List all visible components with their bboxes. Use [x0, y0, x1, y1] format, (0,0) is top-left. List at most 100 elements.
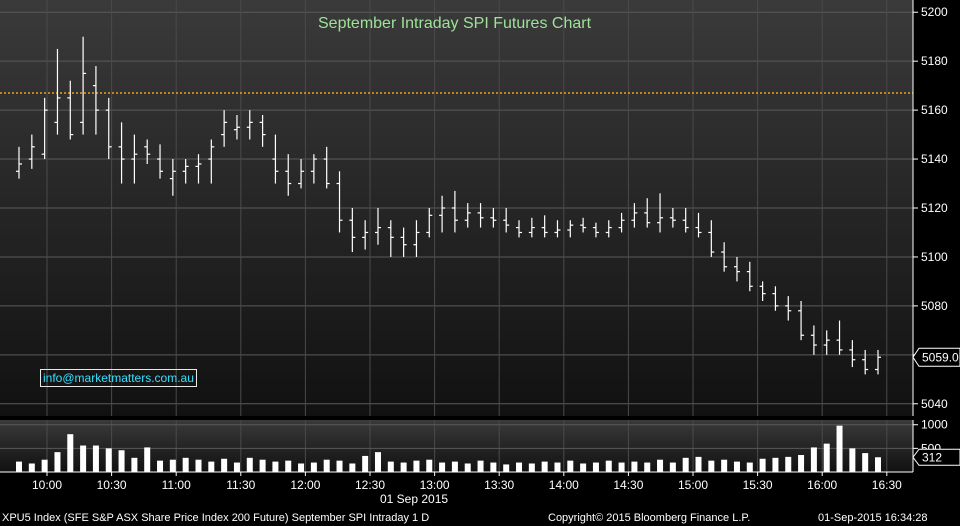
volume-bar	[400, 462, 407, 472]
volume-bar	[695, 456, 702, 472]
ohlc-bar	[336, 171, 343, 233]
time-tick-label: 14:30	[613, 478, 643, 492]
price-tick-label: 5100	[921, 250, 948, 264]
ohlc-bar	[657, 193, 664, 233]
ohlc-bar	[157, 144, 164, 179]
ohlc-bar	[349, 208, 356, 253]
ohlc-bar	[67, 80, 74, 140]
volume-bar	[67, 434, 74, 472]
footer-security-description: XPU5 Index (SFE S&P ASX Share Price Inde…	[2, 512, 430, 524]
time-tick-label: 15:00	[678, 478, 708, 492]
ohlc-bar	[798, 300, 805, 341]
price-tick-label: 5120	[921, 201, 948, 215]
ohlc-bar	[567, 220, 574, 238]
ohlc-bar	[233, 115, 240, 140]
volume-bar	[823, 443, 830, 472]
volume-bar	[836, 425, 843, 472]
ohlc-bar	[323, 146, 330, 189]
volume-bar	[862, 453, 869, 472]
volume-bar	[246, 457, 253, 472]
volume-bar	[144, 447, 151, 472]
last-volume-label: 312	[922, 450, 942, 464]
volume-bar	[618, 462, 625, 472]
ohlc-bar	[746, 261, 753, 292]
time-axis: 10:00 10:30 11:00 11:30 12:00 12:30 13:00 13:30…	[0, 471, 913, 492]
volume-bar	[708, 460, 715, 472]
ohlc-bar	[592, 222, 599, 238]
volume-bar	[490, 462, 497, 472]
volume-bar	[721, 459, 728, 472]
ohlc-bar	[16, 146, 22, 179]
ohlc-bar	[875, 349, 881, 375]
volume-bar	[759, 458, 766, 472]
ohlc-bar	[451, 190, 458, 233]
volume-bars	[16, 425, 881, 472]
volume-bar	[772, 457, 779, 472]
volume-bar	[528, 463, 535, 472]
volume-bar	[464, 463, 471, 472]
ohlc-bar	[733, 256, 740, 282]
time-tick-label: 13:00	[420, 478, 450, 492]
ohlc-bar	[208, 139, 215, 184]
time-tick-label: 11:00	[162, 478, 191, 492]
ohlc-bar	[426, 208, 433, 238]
ohlc-bar	[54, 48, 61, 135]
volume-bar	[387, 461, 394, 472]
ohlc-bar	[503, 208, 510, 233]
ohlc-bar	[477, 203, 484, 228]
ohlc-bar	[118, 122, 125, 184]
ohlc-bar	[516, 220, 523, 238]
ohlc-bar	[387, 220, 394, 257]
ohlc-bar	[618, 212, 625, 233]
volume-bar	[272, 461, 279, 472]
volume-bar	[426, 459, 433, 472]
footer-timestamp: 01-Sep-2015 16:34:28	[818, 512, 928, 524]
last-volume-box	[912, 448, 960, 466]
ohlc-bar	[862, 349, 869, 375]
ohlc-bar	[92, 66, 99, 135]
ohlc-bar	[169, 159, 176, 196]
price-tick-label: 5040	[921, 397, 948, 411]
ohlc-bar	[528, 217, 535, 238]
price-tick-label: 5160	[921, 103, 948, 117]
volume-bar	[349, 463, 356, 472]
volume-bar	[208, 461, 215, 472]
price-tick-label: 5080	[921, 299, 948, 313]
volume-bar	[733, 461, 740, 472]
ohlc-bar	[682, 208, 689, 233]
volume-bar	[605, 460, 612, 472]
ohlc-bar	[221, 110, 228, 147]
volume-bar	[785, 456, 792, 472]
ohlc-bar	[285, 154, 292, 196]
contact-email[interactable]: info@marketmatters.com.au	[40, 369, 197, 387]
ohlc-bar	[644, 198, 651, 228]
volume-bar	[195, 459, 202, 472]
volume-bar	[567, 460, 574, 472]
volume-bar	[105, 448, 112, 472]
last-price-box	[912, 347, 960, 367]
ohlc-bar	[131, 134, 138, 184]
volume-bar	[157, 460, 164, 472]
volume-bar	[336, 460, 343, 472]
time-tick-label: 10:30	[97, 478, 127, 492]
ohlc-bar	[182, 159, 189, 184]
volume-bar	[644, 462, 651, 472]
ohlc-bar	[439, 195, 446, 233]
price-grid	[0, 0, 913, 416]
ohlc-bar	[810, 325, 817, 355]
ohlc-bar	[80, 36, 87, 135]
ohlc-bar	[195, 154, 202, 184]
ohlc-bar	[310, 154, 317, 184]
volume-bar	[298, 463, 305, 472]
volume-tick-label: 1000	[921, 418, 948, 432]
ohlc-bar	[759, 281, 766, 301]
volume-bar	[669, 462, 676, 472]
volume-bar	[503, 464, 510, 472]
volume-bar	[580, 463, 587, 472]
volume-bar	[798, 454, 805, 472]
ohlc-bar	[849, 340, 856, 368]
chart-title: September Intraday SPI Futures Chart	[318, 15, 592, 32]
time-tick-label: 12:00	[290, 478, 320, 492]
volume-bar	[221, 458, 228, 472]
ohlc-bars	[16, 36, 881, 375]
